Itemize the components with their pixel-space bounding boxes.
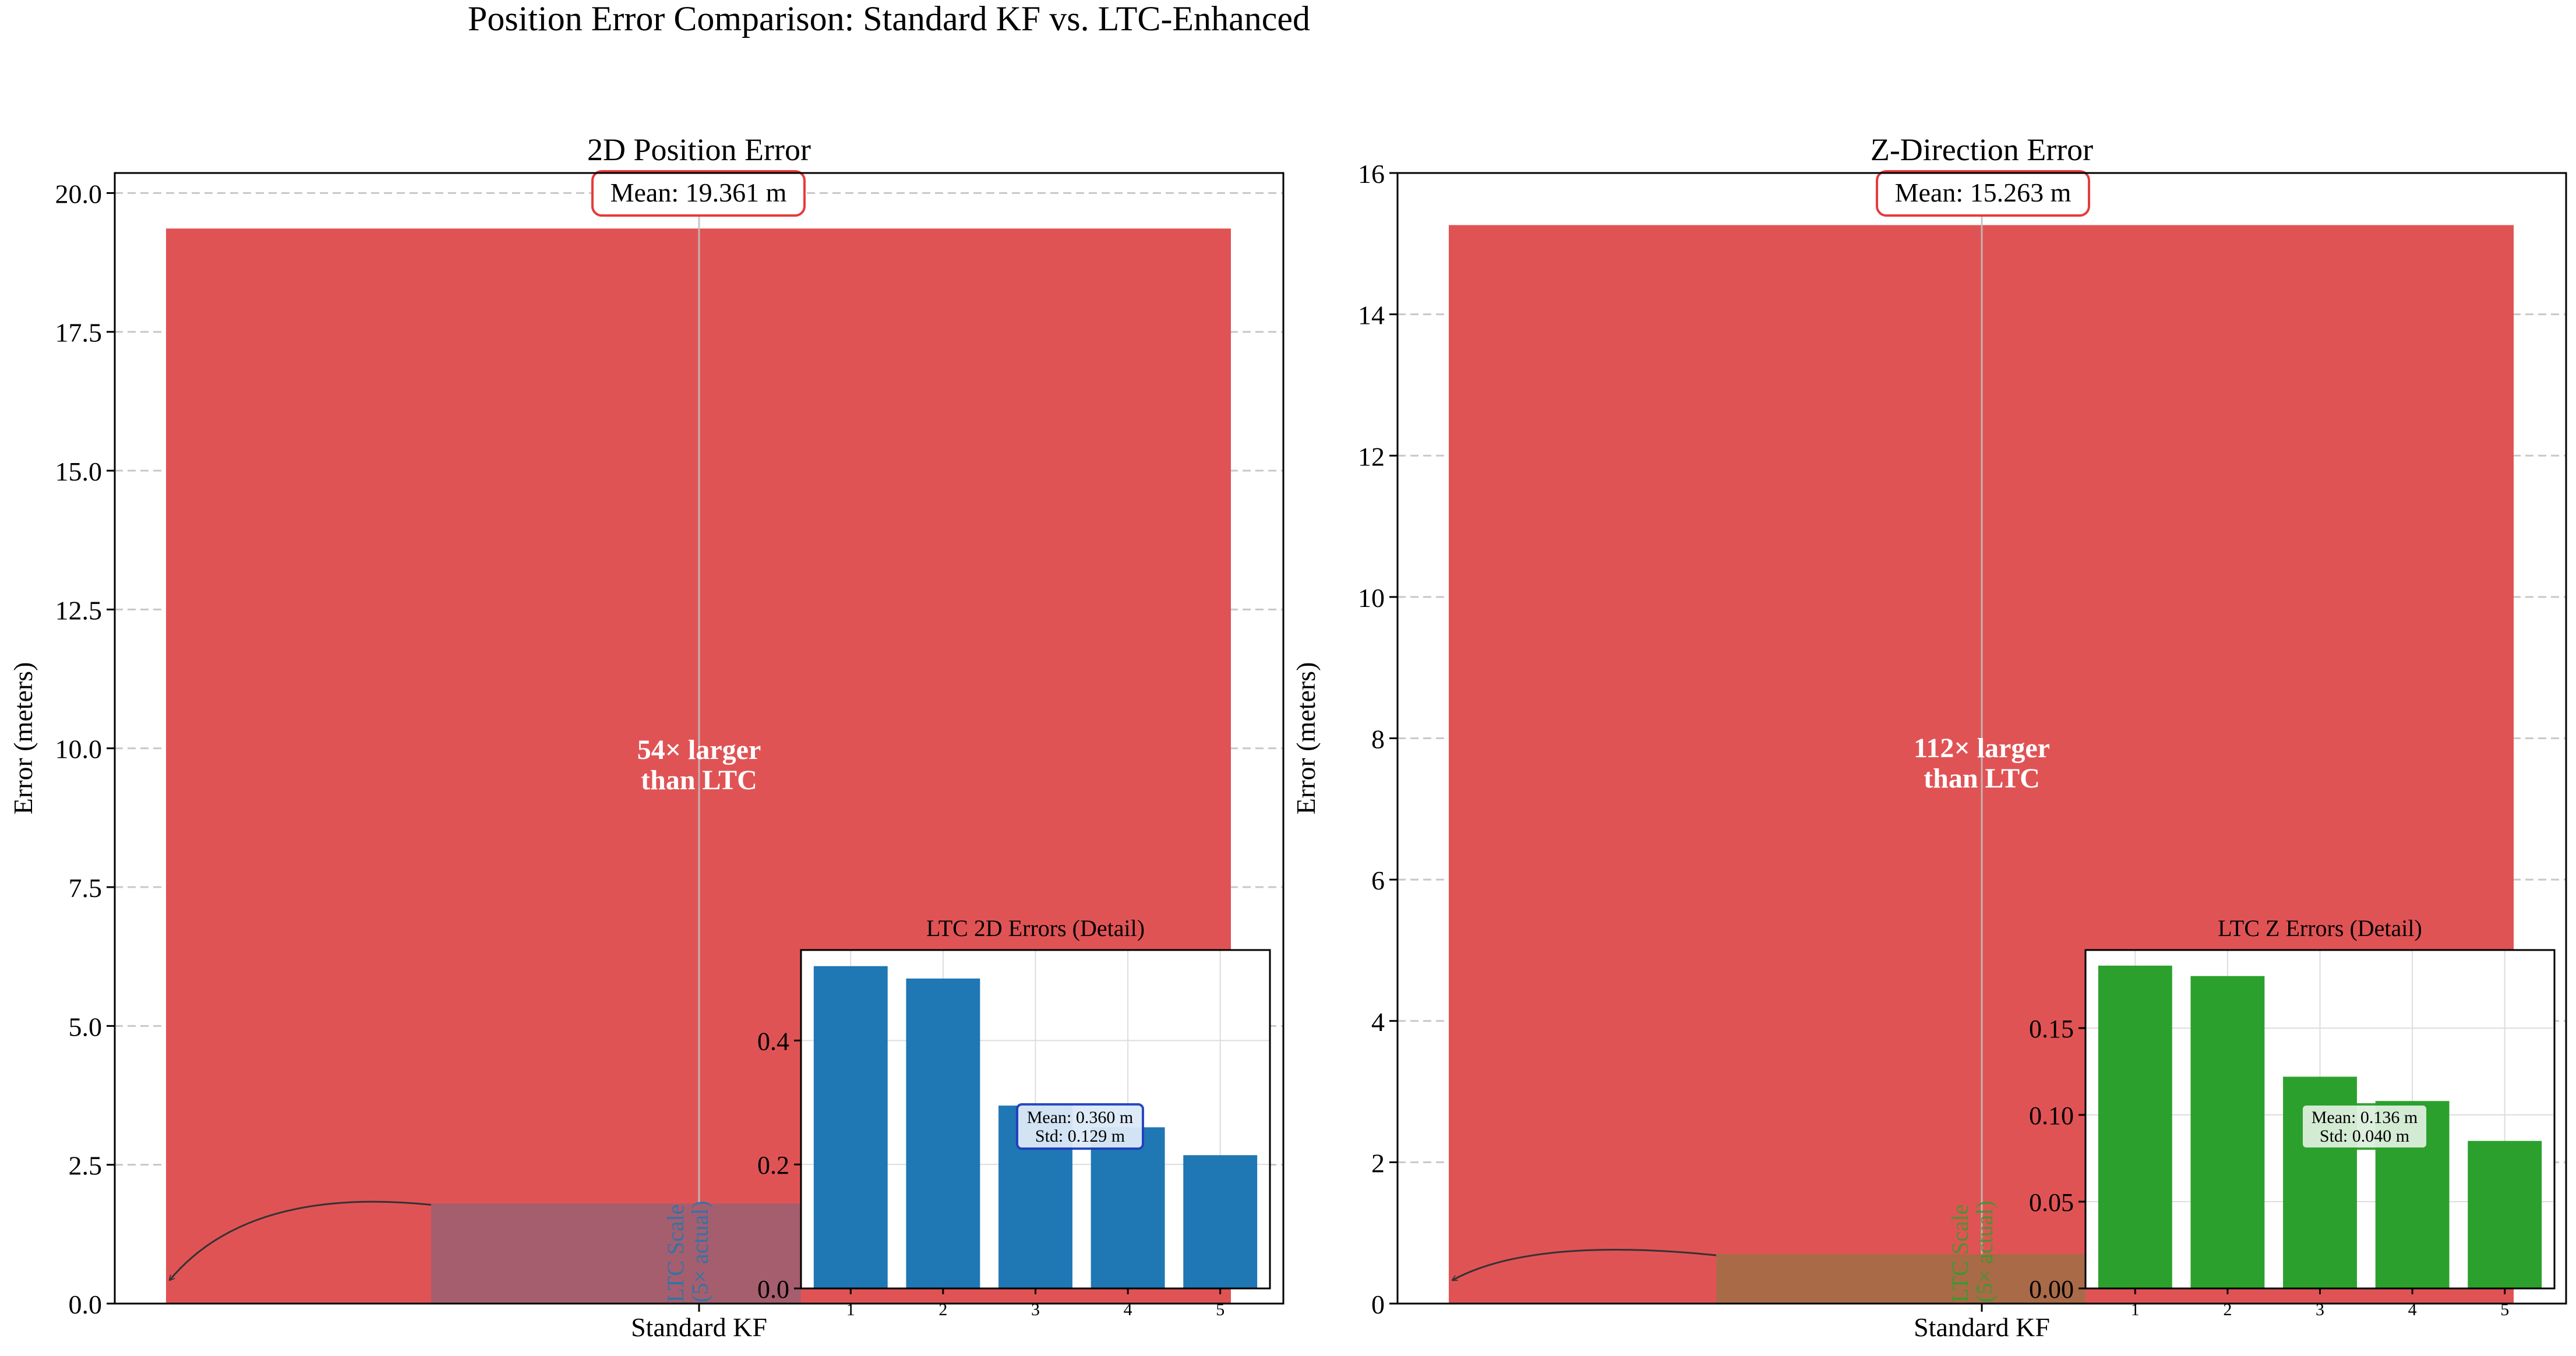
ltc-scale-label: LTC Scale (1947, 1205, 1973, 1303)
mean-annotation: Mean: 19.361 m (611, 178, 787, 207)
inset-x-tick-label: 5 (1216, 1300, 1225, 1319)
mean-annotation-box (1876, 170, 2090, 217)
inset-bar (2468, 1140, 2542, 1288)
y-tick-label: 0.0 (69, 1290, 103, 1319)
y-tick-label: 16 (1358, 159, 1385, 189)
inset-y-tick-label: 0.2 (757, 1151, 789, 1180)
inset-x-tick-label: 5 (2500, 1300, 2509, 1319)
y-tick-label: 8 (1371, 725, 1385, 754)
x-tick-label: Standard KF (1914, 1312, 2050, 1342)
ltc-scale-label: (5× actual) (687, 1200, 713, 1302)
inset-y-tick-label: 0.00 (2029, 1275, 2074, 1304)
inset-bar (2098, 965, 2172, 1288)
inset-x-tick-label: 2 (2223, 1300, 2232, 1319)
inset-bar (813, 966, 888, 1288)
inset-title: LTC 2D Errors (Detail) (926, 915, 1145, 941)
inset-frame (2084, 949, 2556, 1290)
inset-std-label: Std: 0.040 m (2320, 1127, 2409, 1146)
inset-x-tick-label: 4 (2408, 1300, 2417, 1319)
inset-x-tick-label: 4 (1124, 1300, 1132, 1319)
ratio-label: than LTC (1924, 763, 2040, 794)
inset-chart-2d: 0.0 0.2 0.4 1 2 3 4 5 LTC 2D Errors (Detail) Mean… (757, 915, 1271, 1319)
inset-mean-label: Mean: 0.136 m (2312, 1108, 2418, 1127)
y-axis-label: Error (meters) (1291, 662, 1321, 815)
inset-x-tick-label: 3 (1031, 1300, 1040, 1319)
ratio-label: than LTC (641, 765, 757, 796)
subplot-title: Z-Direction Error (1871, 132, 2093, 167)
y-tick-label: 17.5 (55, 318, 103, 348)
ratio-label: 112× larger (1914, 733, 2050, 764)
inset-stats-box (2300, 1103, 2429, 1150)
figure-title: Position Error Comparison: Standard KF v… (468, 0, 1310, 38)
y-tick-label: 15.0 (55, 457, 103, 486)
inset-y-tick-label: 0.15 (2029, 1015, 2074, 1043)
y-tick-label: 6 (1371, 866, 1385, 895)
mean-annotation: Mean: 15.263 m (1895, 178, 2072, 207)
inset-y-tick-label: 0.10 (2029, 1101, 2074, 1130)
inset-x-tick-label: 2 (938, 1300, 947, 1319)
ltc-scale-label: (5× actual) (1971, 1200, 1998, 1302)
y-tick-label: 7.5 (69, 873, 103, 903)
inset-stats-box (1016, 1103, 1144, 1150)
y-tick-label: 4 (1371, 1007, 1385, 1037)
y-tick-label: 20.0 (55, 179, 103, 209)
x-tick-label: Standard KF (631, 1312, 767, 1342)
y-tick-label: 0 (1371, 1290, 1385, 1319)
y-tick-label: 14 (1358, 301, 1385, 330)
y-tick-label: 10.0 (55, 734, 103, 764)
inset-chart-z: 0.00 0.05 0.10 0.15 1 2 3 4 5 LTC Z Errors (Detai… (2029, 915, 2556, 1319)
inset-bar (2190, 976, 2265, 1288)
inset-y-tick-label: 0.4 (757, 1027, 789, 1055)
ltc-scale-arrow (170, 1200, 432, 1280)
inset-mean-label: Mean: 0.360 m (1027, 1108, 1133, 1127)
inset-x-tick-label: 1 (2131, 1300, 2140, 1319)
mean-annotation-box (591, 170, 806, 217)
inset-y-tick-label: 0.0 (757, 1275, 789, 1304)
inset-title: LTC Z Errors (Detail) (2218, 915, 2422, 941)
inset-frame (800, 949, 1271, 1290)
inset-x-tick-label: 1 (846, 1300, 855, 1319)
y-tick-label: 2.5 (69, 1151, 103, 1181)
y-tick-label: 12 (1358, 442, 1385, 471)
ltc-scale-label: LTC Scale (662, 1205, 689, 1303)
y-tick-label: 5.0 (69, 1012, 103, 1041)
y-tick-label: 2 (1371, 1148, 1385, 1178)
inset-bar (906, 978, 980, 1288)
ltc-scale-overlay (1716, 1254, 2085, 1304)
inset-std-label: Std: 0.129 m (1035, 1127, 1125, 1146)
ratio-label: 54× larger (637, 734, 761, 765)
y-axis-label: Error (meters) (8, 662, 38, 815)
inset-x-tick-label: 3 (2316, 1300, 2324, 1319)
y-tick-label: 10 (1358, 583, 1385, 613)
subplot-title: 2D Position Error (587, 132, 811, 167)
inset-bar (1091, 1127, 1165, 1288)
inset-bar (1183, 1155, 1258, 1288)
ltc-scale-arrow (1452, 1249, 1717, 1280)
y-tick-label: 12.5 (55, 595, 103, 625)
ltc-scale-overlay (431, 1203, 801, 1304)
inset-y-tick-label: 0.05 (2029, 1188, 2074, 1217)
